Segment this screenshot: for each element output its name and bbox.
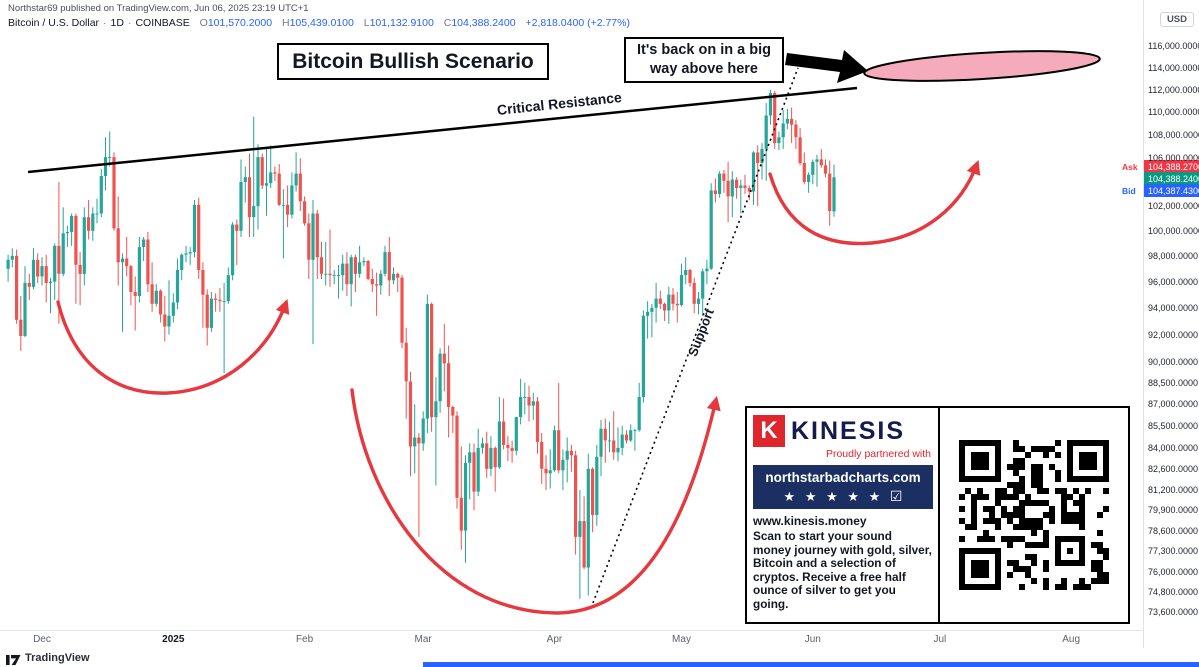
time-tick-label: Aug bbox=[1062, 634, 1081, 645]
partner-line: Proudly partnered with bbox=[825, 448, 931, 460]
high-label: H bbox=[281, 17, 290, 29]
price-tick-label: 84,000.0000 bbox=[1148, 442, 1199, 453]
price-tick-label: 94,000.0000 bbox=[1148, 302, 1199, 313]
time-tick-label: May bbox=[672, 634, 691, 645]
breakout-ellipse[interactable] bbox=[863, 46, 1101, 86]
price-tick-label: 110,000.0000 bbox=[1148, 107, 1199, 118]
currency-label[interactable]: USD bbox=[1159, 12, 1194, 27]
qr-pane bbox=[938, 408, 1128, 622]
time-tick-label: 2025 bbox=[162, 634, 185, 645]
time-tick-label: Jul bbox=[933, 634, 947, 645]
time-axis[interactable]: Dec 2025 Feb Mar Apr May Jun Jul Aug bbox=[0, 630, 1143, 649]
kinesis-url: www.kinesis.money bbox=[753, 514, 867, 528]
check-icon: ☑ bbox=[889, 488, 903, 504]
close-value: 104,388.2400 bbox=[451, 17, 516, 29]
price-tick-label: 114,000.0000 bbox=[1148, 62, 1199, 73]
price-tick-label: 106,000.0000 bbox=[1148, 153, 1199, 164]
banner-site: northstarbadcharts.com bbox=[765, 470, 921, 485]
breakout-callout[interactable]: It's back on in a big way above here bbox=[624, 37, 784, 83]
price-tick-label: 76,000.0000 bbox=[1148, 567, 1199, 578]
separator-dot: · bbox=[103, 17, 107, 29]
cup-arrow-left[interactable] bbox=[56, 298, 290, 395]
symbol-header[interactable]: Bitcoin / U.S. Dollar · 1D · COINBASE O101,5… bbox=[8, 17, 630, 29]
callout-line2: way above here bbox=[650, 61, 758, 77]
separator-dot: · bbox=[127, 17, 132, 29]
price-tick-label: 96,000.0000 bbox=[1148, 276, 1199, 287]
resistance-trendline[interactable] bbox=[27, 86, 858, 174]
change-value: +2,818.0400 (+2.77%) bbox=[525, 17, 630, 29]
qr-code bbox=[959, 440, 1109, 590]
ad-body-text: Scan to start your sound money journey w… bbox=[753, 529, 932, 611]
bid-price-badge: 104,387.4300 bbox=[1144, 184, 1199, 197]
ask-price-badge: 104,388.2700 bbox=[1144, 160, 1199, 173]
bid-label: Bid bbox=[1120, 186, 1138, 196]
price-tick-label: 102,000.0000 bbox=[1148, 201, 1199, 212]
price-tick-label: 87,000.0000 bbox=[1148, 399, 1199, 410]
price-tick-label: 79,900.0000 bbox=[1148, 505, 1199, 516]
price-tick-label: 74,800.0000 bbox=[1148, 587, 1199, 598]
title-annotation[interactable]: Bitcoin Bullish Scenario bbox=[277, 43, 549, 80]
published-meta: Northstar69 published on TradingView.com… bbox=[8, 3, 309, 14]
kinesis-logo: K bbox=[753, 415, 785, 447]
price-tick-label: 85,500.0000 bbox=[1148, 420, 1199, 431]
candlesticks bbox=[6, 89, 836, 599]
kinesis-brand: KINESIS bbox=[791, 416, 906, 445]
time-tick-label: Feb bbox=[295, 634, 314, 645]
interval-label: 1D bbox=[110, 17, 124, 29]
callout-arrow[interactable] bbox=[785, 50, 868, 83]
price-tick-label: 100,000.0000 bbox=[1148, 225, 1199, 236]
ask-label: Ask bbox=[1120, 162, 1140, 172]
cup-arrow-center[interactable] bbox=[350, 388, 721, 615]
time-tick-label: Dec bbox=[33, 634, 51, 645]
time-tick-label: Mar bbox=[414, 634, 432, 645]
last-price-badge: 104,388.2400 bbox=[1144, 172, 1199, 185]
northstar-banner: northstarbadcharts.com ★ ★ ★ ★ ★ ☑ bbox=[753, 465, 933, 509]
price-tick-label: 98,000.0000 bbox=[1148, 250, 1199, 261]
tradingview-logo-icon[interactable] bbox=[6, 651, 21, 665]
open-value: 101,570.2000 bbox=[207, 17, 273, 29]
exchange-label: COINBASE bbox=[135, 17, 190, 29]
price-tick-label: 77,300.0000 bbox=[1148, 546, 1199, 557]
price-tick-label: 81,200.0000 bbox=[1148, 485, 1199, 496]
time-tick-label: Apr bbox=[546, 634, 563, 645]
ad-left-pane: K KINESIS Proudly partnered with northst… bbox=[747, 408, 938, 622]
low-label: L bbox=[363, 17, 370, 29]
price-tick-label: 116,000.0000 bbox=[1148, 41, 1199, 51]
tradingview-wordmark[interactable]: TradingView bbox=[25, 651, 90, 664]
symbol-name: Bitcoin / U.S. Dollar bbox=[8, 17, 100, 29]
high-value: 105,439.0100 bbox=[289, 17, 354, 29]
price-axis[interactable]: USD 104,388.2700 104,388.2400 104,387.43… bbox=[1143, 0, 1199, 648]
time-tick-label: Jun bbox=[804, 634, 821, 645]
low-value: 101,132.9100 bbox=[369, 17, 434, 29]
price-tick-label: 108,000.0000 bbox=[1148, 129, 1199, 140]
stars: ★ ★ ★ ★ ★ bbox=[783, 489, 884, 504]
price-tick-label: 92,000.0000 bbox=[1148, 329, 1199, 340]
price-tick-label: 88,500.0000 bbox=[1148, 377, 1199, 388]
close-label: C bbox=[443, 17, 452, 29]
star-rating: ★ ★ ★ ★ ★ ☑ bbox=[755, 488, 931, 505]
price-tick-label: 112,000.0000 bbox=[1148, 84, 1199, 95]
callout-line1: It's back on in a big bbox=[637, 42, 771, 58]
price-tick-label: 78,600.0000 bbox=[1148, 525, 1199, 536]
price-tick-label: 82,600.0000 bbox=[1148, 463, 1199, 474]
open-label: O bbox=[199, 17, 208, 29]
price-tick-label: 73,600.0000 bbox=[1148, 607, 1199, 618]
kinesis-ad[interactable]: K KINESIS Proudly partnered with northst… bbox=[745, 406, 1130, 624]
price-tick-label: 90,000.0000 bbox=[1148, 356, 1199, 367]
bottom-accent-bar bbox=[423, 662, 1199, 667]
cup-arrow-right[interactable] bbox=[768, 159, 981, 246]
